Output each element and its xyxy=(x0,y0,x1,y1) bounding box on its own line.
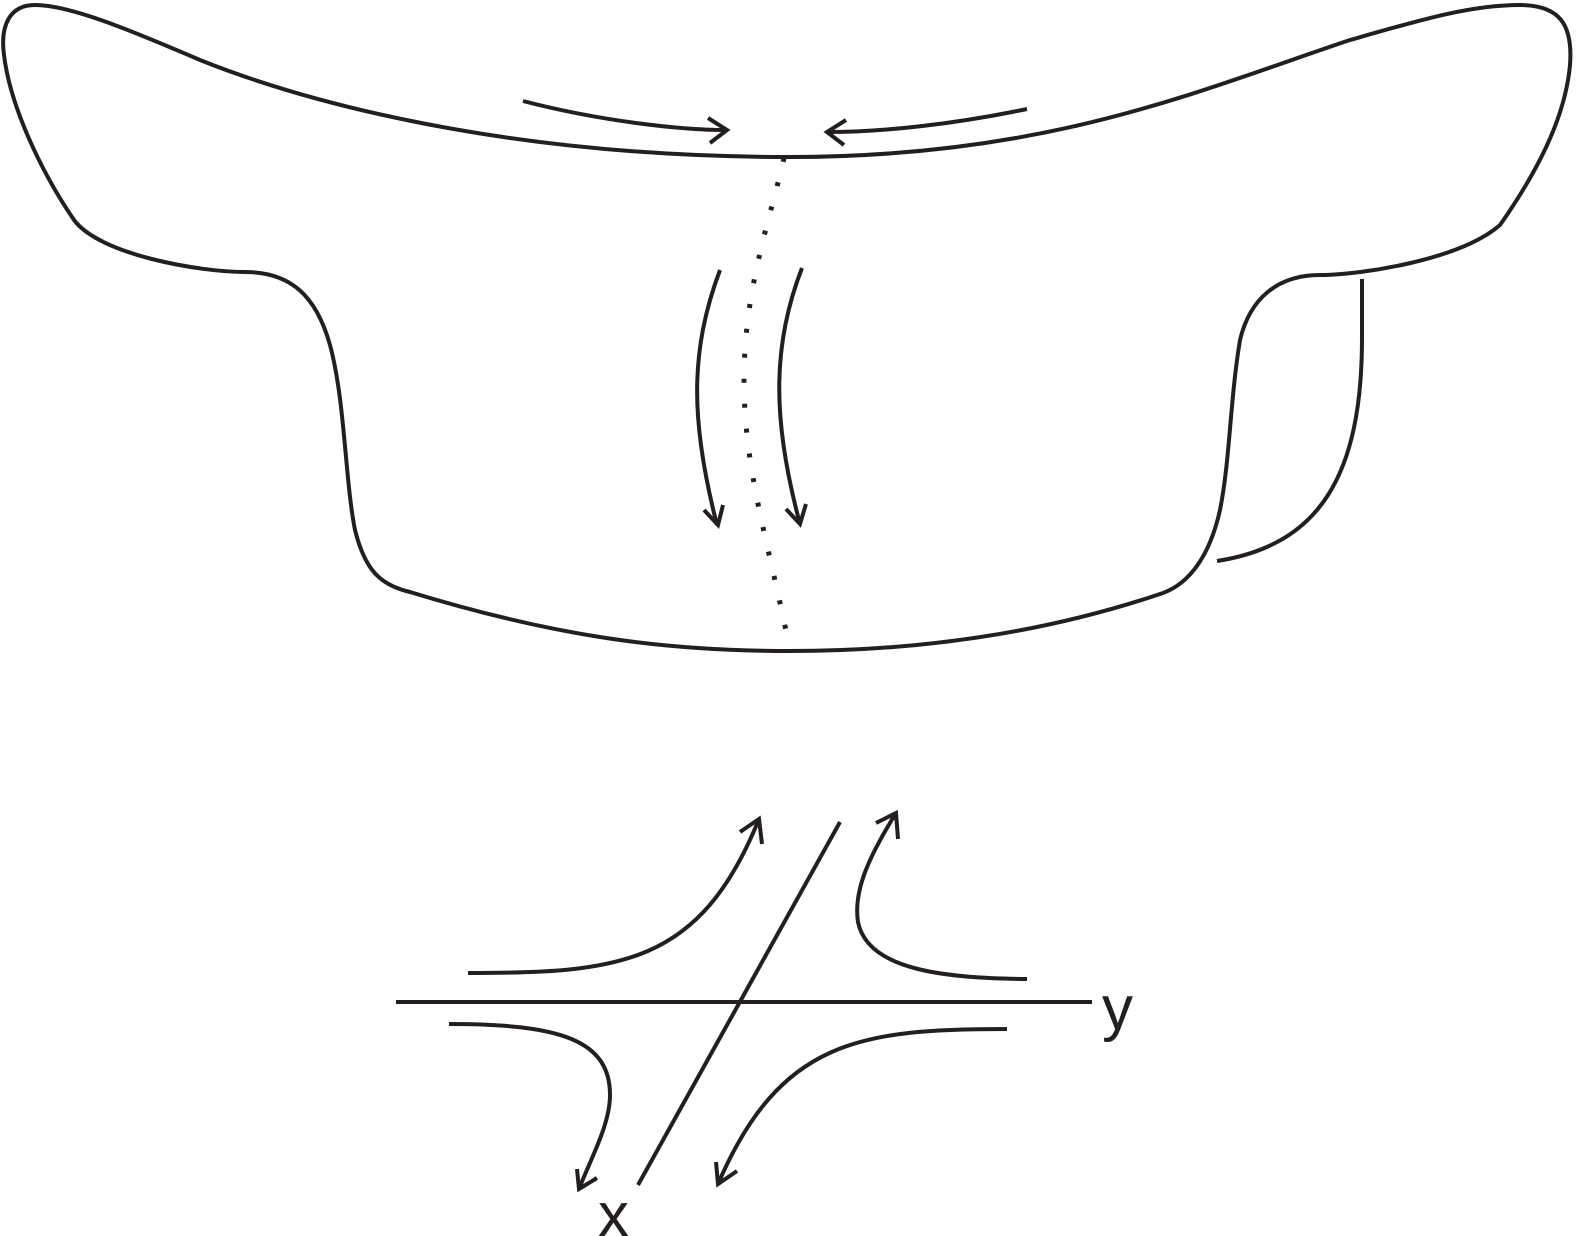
trajectory-bottom-left xyxy=(448,1022,613,1193)
trajectory-bottom-right xyxy=(714,1027,1008,1188)
trajectory-top-left xyxy=(467,815,764,975)
surface-handle-strand xyxy=(1216,279,1364,563)
trajectory-top-right xyxy=(855,809,1028,981)
x-axis-line xyxy=(636,821,842,1186)
saddle-figure: x y xyxy=(396,809,1133,1236)
flow-arrow-middle-left xyxy=(695,269,725,530)
flow-arrow-middle-right xyxy=(777,267,808,528)
surface-figure xyxy=(1,2,1573,654)
y-axis-label: y xyxy=(1102,974,1133,1043)
flow-arrow-top-left xyxy=(522,99,731,145)
flow-arrow-top-right xyxy=(823,107,1028,147)
surface-outline xyxy=(1,2,1573,654)
separatrix-dotted xyxy=(741,157,793,651)
x-axis-label: x xyxy=(598,1181,629,1236)
